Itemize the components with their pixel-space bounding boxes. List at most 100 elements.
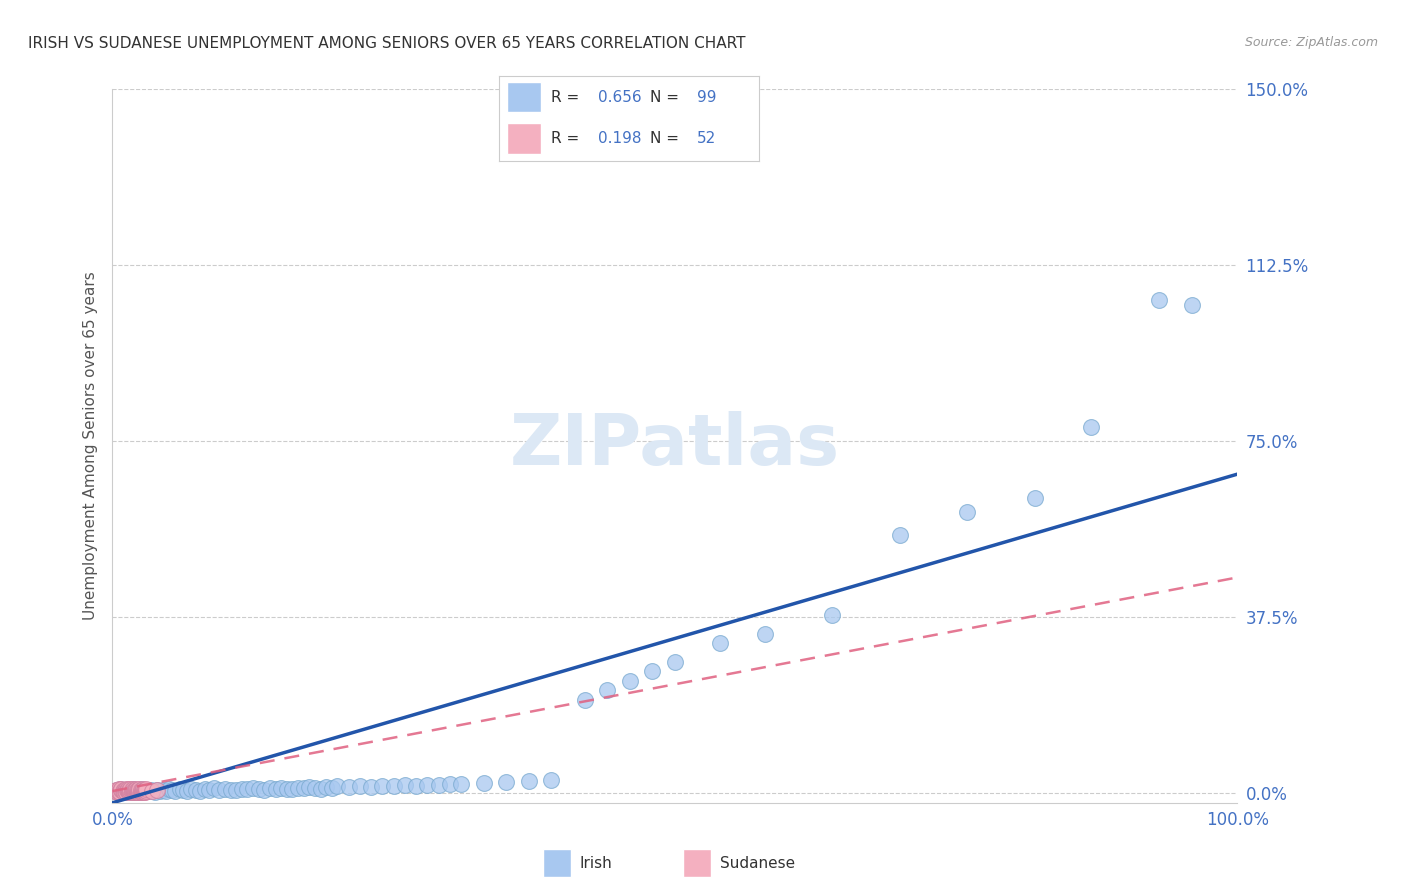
Point: [619, 673, 641, 688]
Point: [450, 777, 472, 791]
Point: [155, 783, 177, 797]
Point: [124, 783, 146, 797]
Point: [326, 780, 349, 794]
Point: [1181, 298, 1204, 312]
Point: [349, 780, 371, 794]
Point: [360, 780, 382, 794]
Point: [122, 784, 145, 798]
Point: [540, 773, 562, 788]
Point: [236, 782, 259, 797]
Point: [121, 782, 143, 797]
Point: [114, 783, 136, 797]
Point: [120, 781, 142, 796]
Point: [439, 777, 461, 791]
Point: [754, 627, 776, 641]
Point: [127, 782, 149, 797]
Point: [105, 782, 128, 797]
Point: [112, 782, 135, 797]
Point: [129, 782, 152, 797]
Point: [143, 784, 166, 798]
Point: [141, 783, 163, 797]
Point: [135, 782, 157, 797]
Point: [264, 781, 287, 796]
Point: [152, 783, 174, 797]
Point: [281, 782, 304, 797]
Point: [405, 779, 427, 793]
Point: [214, 781, 236, 796]
Point: [134, 785, 156, 799]
Point: [1147, 293, 1170, 308]
Point: [146, 782, 169, 797]
Point: [394, 779, 416, 793]
Bar: [508, 123, 541, 153]
Point: [128, 784, 150, 798]
Point: [276, 781, 298, 796]
Point: [131, 783, 153, 797]
Text: Irish: Irish: [579, 855, 612, 871]
Point: [253, 782, 276, 797]
Point: [121, 782, 143, 797]
Point: [149, 784, 172, 798]
Point: [129, 784, 152, 798]
Point: [821, 607, 844, 622]
Point: [112, 784, 135, 798]
Point: [184, 782, 207, 797]
Point: [104, 782, 127, 797]
Point: [111, 784, 134, 798]
Point: [321, 780, 343, 795]
Point: [157, 781, 180, 796]
Point: [115, 784, 138, 798]
Point: [105, 785, 128, 799]
Point: [115, 785, 138, 799]
Point: [131, 785, 153, 799]
Point: [115, 783, 138, 797]
Point: [127, 784, 149, 798]
Point: [135, 782, 157, 797]
Point: [956, 505, 979, 519]
Text: 0.656: 0.656: [598, 89, 641, 104]
Point: [125, 782, 148, 797]
Point: [107, 785, 129, 799]
Point: [270, 780, 292, 795]
Point: [180, 781, 202, 796]
Point: [128, 784, 150, 798]
Point: [122, 782, 145, 797]
Point: [115, 781, 138, 796]
Y-axis label: Unemployment Among Seniors over 65 years: Unemployment Among Seniors over 65 years: [83, 272, 98, 620]
Point: [427, 779, 450, 793]
Text: N =: N =: [650, 131, 683, 146]
Point: [132, 784, 155, 798]
Point: [125, 784, 148, 798]
Point: [108, 781, 131, 796]
Point: [1024, 491, 1046, 505]
Point: [664, 655, 686, 669]
Point: [117, 782, 139, 797]
Point: [304, 781, 326, 796]
Text: 99: 99: [697, 89, 716, 104]
Point: [110, 784, 132, 798]
Point: [208, 782, 231, 797]
Point: [134, 783, 156, 797]
Point: [110, 783, 132, 797]
Point: [172, 783, 194, 797]
Point: [128, 782, 150, 797]
Point: [132, 783, 155, 797]
Point: [110, 785, 132, 799]
Point: [219, 782, 242, 797]
Point: [169, 782, 191, 797]
Point: [127, 785, 149, 799]
Point: [146, 782, 169, 797]
Bar: [508, 82, 541, 112]
Point: [104, 784, 127, 798]
Text: ZIPatlas: ZIPatlas: [510, 411, 839, 481]
Point: [127, 783, 149, 797]
Text: 0.198: 0.198: [598, 131, 641, 146]
Point: [107, 783, 129, 797]
Point: [138, 784, 160, 798]
Point: [127, 783, 149, 797]
Point: [889, 528, 911, 542]
Point: [194, 782, 217, 797]
Point: [111, 784, 134, 798]
Point: [121, 783, 143, 797]
Point: [115, 783, 138, 797]
